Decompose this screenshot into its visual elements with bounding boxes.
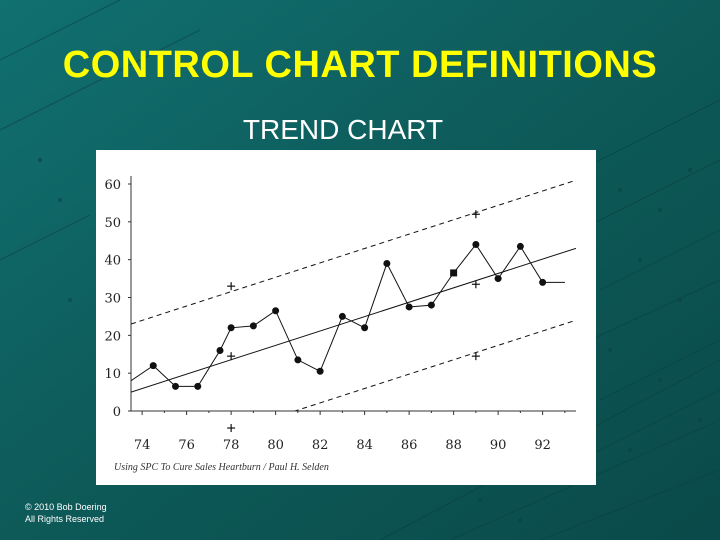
x-tick-label: 80 [267,438,284,453]
trend-line [131,247,576,393]
y-tick-label: 10 [104,367,121,382]
y-tick-label: 0 [113,405,121,420]
data-point [472,241,480,249]
data-point [361,324,369,332]
data-point [338,312,346,320]
y-tick-label: 50 [104,216,121,231]
data-point [294,356,302,364]
copyright-line-2: All Rights Reserved [25,514,105,524]
data-point [227,324,235,332]
x-tick-label: 78 [223,438,240,453]
y-tick-label: 20 [104,329,121,344]
limit-line [131,179,576,325]
copyright-notice: © 2010 Bob Doering All Rights Reserved [25,501,107,525]
data-point [494,275,502,283]
data-point [272,307,280,315]
x-tick-label: 76 [178,438,195,453]
data-point [216,346,224,354]
x-tick-label: 88 [445,438,462,453]
data-point [249,322,257,330]
slide-title: CONTROL CHART DEFINITIONS [62,44,658,86]
trend-chart-svg: 0 10 20 30 40 50 60 74 76 78 80 82 84 86 88 90 92 Using … [104,176,576,473]
data-point [316,367,324,375]
data-series-line [131,243,565,387]
data-point [539,278,547,286]
y-tick-label: 30 [104,292,121,307]
data-point [405,303,413,311]
y-tick-label: 60 [104,178,121,193]
y-tick-label: 40 [104,254,121,269]
x-tick-label: 86 [401,438,418,453]
source-note: Using SPC To Cure Sales Heartburn / Paul… [114,462,329,473]
data-point [194,382,202,390]
data-point [172,382,179,390]
data-point [450,269,458,277]
data-point [516,242,524,250]
x-tick-label: 82 [312,438,329,453]
copyright-line-1: © 2010 Bob Doering [25,502,107,512]
data-point [383,259,391,267]
data-point [149,362,157,370]
x-tick-label: 84 [356,438,373,453]
trend-chart: 0 10 20 30 40 50 60 74 76 78 80 82 84 86 88 90 92 Using … [96,150,596,485]
x-tick-label: 74 [134,438,151,453]
x-tick-label: 92 [534,438,551,453]
slide-subtitle: TREND CHART [242,114,444,145]
data-point [427,301,435,309]
limit-line [293,319,576,411]
x-tick-label: 90 [490,438,507,453]
